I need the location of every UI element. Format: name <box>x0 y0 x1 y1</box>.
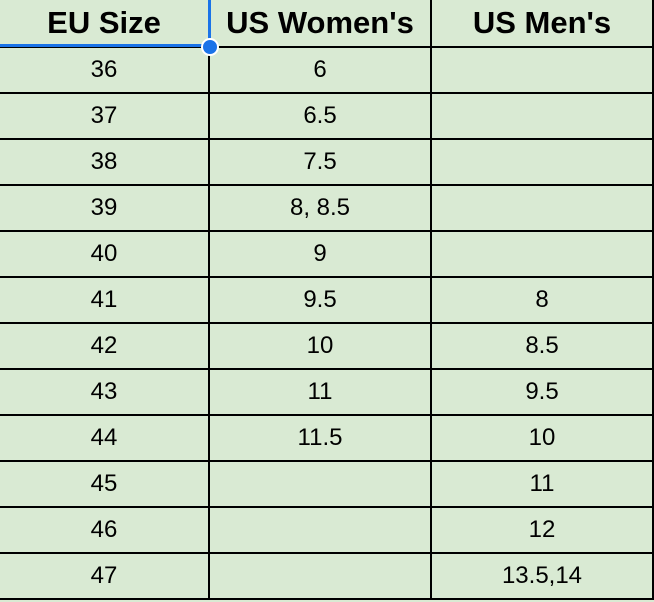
table-cell[interactable]: 37 <box>0 94 210 140</box>
table-cell[interactable]: 47 <box>0 554 210 600</box>
selection-handle[interactable] <box>201 38 219 56</box>
table-cell[interactable]: 11 <box>432 462 654 508</box>
table-cell[interactable]: 43 <box>0 370 210 416</box>
table-cell[interactable]: 9 <box>210 232 432 278</box>
table-cell[interactable]: 46 <box>0 508 210 554</box>
table-cell[interactable]: 10 <box>432 416 654 462</box>
table-cell[interactable]: 9.5 <box>210 278 432 324</box>
table-cell[interactable]: 9.5 <box>432 370 654 416</box>
table-cell[interactable]: 8, 8.5 <box>210 186 432 232</box>
table-cell[interactable] <box>432 94 654 140</box>
table-cell[interactable]: 42 <box>0 324 210 370</box>
table-cell[interactable] <box>210 554 432 600</box>
table-cell[interactable]: 7.5 <box>210 140 432 186</box>
table-cell[interactable]: 13.5,14 <box>432 554 654 600</box>
column-header[interactable]: EU Size <box>0 0 210 48</box>
table-cell[interactable] <box>432 48 654 94</box>
table-cell[interactable]: 12 <box>432 508 654 554</box>
table-cell[interactable]: 11 <box>210 370 432 416</box>
table-cell[interactable]: 8 <box>432 278 654 324</box>
table-cell[interactable]: 41 <box>0 278 210 324</box>
table-cell[interactable] <box>210 462 432 508</box>
table-cell[interactable]: 36 <box>0 48 210 94</box>
table-cell[interactable] <box>432 232 654 278</box>
table-cell[interactable]: 10 <box>210 324 432 370</box>
selection-border <box>208 0 211 47</box>
table-cell[interactable]: 45 <box>0 462 210 508</box>
table-cell[interactable] <box>210 508 432 554</box>
table-cell[interactable]: 38 <box>0 140 210 186</box>
column-header[interactable]: US Men's <box>432 0 654 48</box>
table-cell[interactable] <box>432 140 654 186</box>
table-cell[interactable]: 6 <box>210 48 432 94</box>
selection-border <box>0 44 210 47</box>
table-cell[interactable]: 39 <box>0 186 210 232</box>
table-cell[interactable]: 11.5 <box>210 416 432 462</box>
table-cell[interactable]: 44 <box>0 416 210 462</box>
table-cell[interactable] <box>432 186 654 232</box>
table-cell[interactable]: 8.5 <box>432 324 654 370</box>
table-cell[interactable]: 6.5 <box>210 94 432 140</box>
table-cell[interactable]: 40 <box>0 232 210 278</box>
column-header[interactable]: US Women's <box>210 0 432 48</box>
